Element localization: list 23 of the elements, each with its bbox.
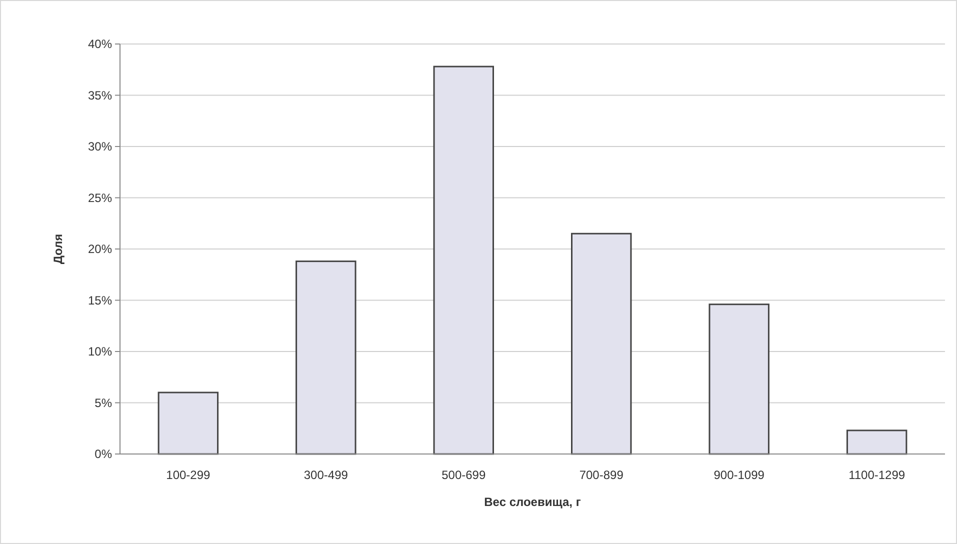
y-tick-label: 0%: [94, 447, 112, 462]
x-tick-label: 1100-1299: [848, 468, 906, 482]
bar: [846, 430, 908, 455]
y-tick-label: 15%: [88, 293, 112, 308]
y-tick-label: 25%: [88, 190, 112, 205]
bar: [708, 304, 770, 455]
y-tick-label: 40%: [88, 37, 112, 52]
y-tick-label: 5%: [94, 396, 112, 410]
y-axis-title: Доля: [51, 234, 65, 264]
x-tick-label: 900-1099: [714, 468, 765, 482]
bar: [571, 232, 632, 455]
x-tick-label: 700-899: [579, 468, 624, 482]
x-tick-label: 100-299: [166, 468, 211, 482]
bar: [433, 66, 494, 455]
x-tick-label: 500-699: [442, 468, 486, 482]
y-tick-label: 30%: [88, 140, 112, 154]
y-tick-label: 10%: [88, 344, 112, 359]
y-tick-label: 20%: [88, 242, 112, 256]
bar: [296, 260, 356, 455]
y-tick-label: 35%: [88, 88, 112, 102]
bar: [158, 392, 219, 455]
x-tick-label: 300-499: [304, 468, 348, 482]
x-axis-title: Вес слоевища, г: [484, 495, 581, 509]
